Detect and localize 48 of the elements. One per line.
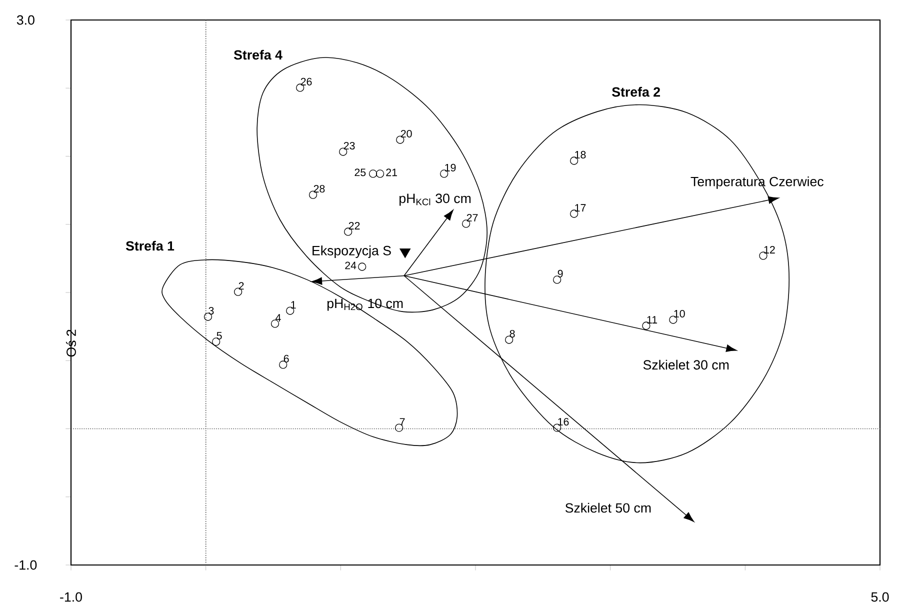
annotation: Strefa 4 xyxy=(234,50,282,60)
y-tick-label: 3.0 xyxy=(16,15,34,25)
annotation: 6 xyxy=(284,354,289,362)
point xyxy=(440,170,448,178)
annotation: 18 xyxy=(575,150,586,158)
annotation: 20 xyxy=(400,130,412,138)
point xyxy=(396,136,404,144)
annotation: 25 xyxy=(354,168,366,176)
series-label: Ekspozycja S xyxy=(312,246,391,258)
annotation: 23 xyxy=(344,142,355,150)
point xyxy=(339,148,348,156)
annotation: 2 xyxy=(238,282,244,290)
annotation: 8 xyxy=(510,330,515,338)
point xyxy=(376,170,384,178)
annotation: Strefa 2 xyxy=(612,86,660,97)
point xyxy=(642,322,650,330)
point xyxy=(400,248,411,258)
annotation: 4 xyxy=(276,314,281,322)
point xyxy=(570,156,578,165)
point xyxy=(553,424,562,432)
annotation: 21 xyxy=(386,168,397,176)
annotation: 12 xyxy=(764,246,775,254)
annotation: 27 xyxy=(466,214,478,222)
annotation: pH$_{KCl}$ 30 cm xyxy=(400,194,471,206)
point xyxy=(570,210,578,218)
annotation: 19 xyxy=(445,164,456,172)
annotation: 22 xyxy=(348,222,360,230)
annotation: 11 xyxy=(647,316,658,324)
point xyxy=(669,316,678,324)
x-tick-label: 5.0 xyxy=(871,592,889,602)
annotation: 10 xyxy=(674,310,685,318)
annotation: 17 xyxy=(575,204,586,212)
annotation: 7 xyxy=(400,418,405,426)
point xyxy=(759,252,768,260)
annotation: 26 xyxy=(300,78,312,86)
annotation: 3 xyxy=(208,306,214,314)
annotation: Szkielet 50 cm xyxy=(565,502,651,513)
point xyxy=(368,170,378,178)
annotation: Strefa 1 xyxy=(126,240,174,251)
point xyxy=(286,306,294,315)
point xyxy=(358,262,366,271)
annotation: 5 xyxy=(216,332,222,340)
annotation: 28 xyxy=(314,184,325,193)
annotation: 1 xyxy=(291,301,296,308)
annotation: Szkielet 30 cm xyxy=(643,360,729,370)
annotation: 9 xyxy=(558,270,563,278)
annotation: 16 xyxy=(558,418,569,426)
annotation: 24 xyxy=(345,262,356,270)
